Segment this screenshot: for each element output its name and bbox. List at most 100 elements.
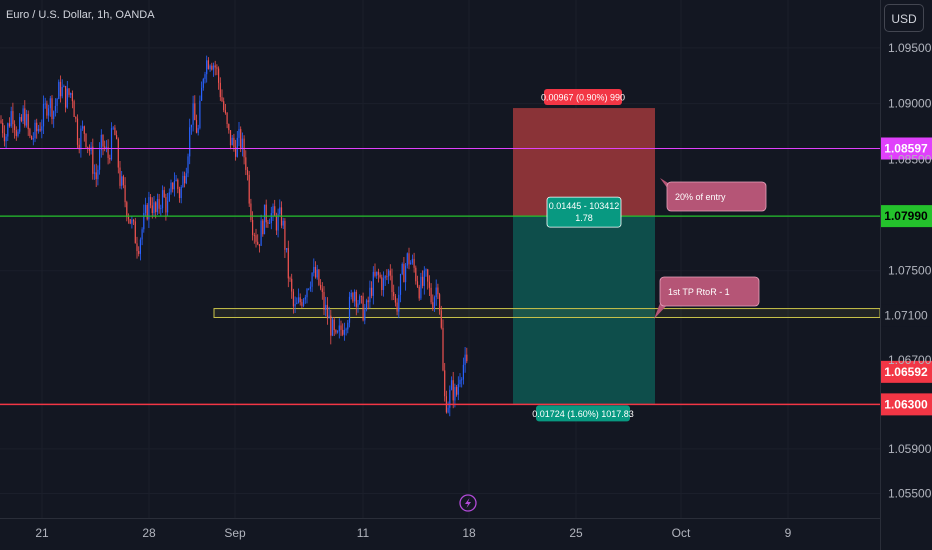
candle-body: [303, 299, 305, 306]
target-label-box: [536, 405, 630, 422]
candle-body: [369, 287, 371, 303]
candle-body: [25, 114, 28, 126]
candle-body: [2, 122, 4, 134]
candle-body: [158, 199, 160, 209]
candle-body: [245, 157, 247, 170]
candle-body: [442, 327, 444, 371]
entry-label-box: [546, 196, 622, 228]
candle-body: [306, 288, 308, 298]
candle-body: [304, 297, 306, 300]
candle-body: [231, 137, 233, 146]
candle-body: [20, 117, 22, 121]
candle-body: [258, 244, 260, 246]
candle-body: [456, 387, 458, 395]
candle-body: [301, 302, 303, 306]
candle-body: [381, 277, 383, 291]
candle-body: [97, 169, 99, 180]
candle-body: [377, 271, 379, 275]
candle-body: [430, 287, 432, 303]
entry-label-line1: 0.01445 - 103412: [549, 201, 620, 211]
candle-body: [425, 269, 427, 271]
candle-body: [313, 266, 315, 273]
candle-body: [408, 253, 410, 265]
candle-body: [12, 111, 14, 125]
candle-body: [439, 294, 441, 311]
candle-body: [214, 65, 216, 68]
y-tick-label: 1.05500: [888, 486, 932, 500]
candle-body: [371, 287, 373, 296]
candle-body: [340, 325, 342, 330]
candle-body: [325, 304, 327, 310]
candle-body: [221, 97, 223, 102]
candle-body: [263, 204, 266, 235]
candle-body: [461, 379, 463, 381]
price-tag-label: 1.07990: [884, 209, 928, 223]
candle-body: [31, 136, 33, 140]
candle-body: [314, 266, 317, 278]
candle-body: [134, 221, 136, 244]
candle-body: [389, 270, 391, 276]
price-tag-label: 1.06592: [884, 365, 928, 379]
candle-body: [165, 197, 167, 213]
candle-body: [454, 387, 456, 401]
target-label: 0.01724 (1.60%) 1017.83: [532, 409, 634, 419]
candle-body: [413, 258, 415, 268]
candle-body: [357, 303, 359, 307]
candle-body: [272, 206, 274, 214]
candle-body: [56, 98, 58, 106]
candle-body: [173, 181, 175, 190]
x-tick-label: 18: [462, 526, 476, 540]
candle-body: [8, 123, 11, 127]
candle-body: [233, 137, 235, 147]
candle-body: [65, 86, 67, 108]
candle-body: [49, 98, 51, 109]
candle-body: [197, 128, 199, 133]
candle-body: [92, 146, 94, 174]
x-tick-label: 28: [142, 526, 156, 540]
candle-body: [309, 286, 311, 289]
candle-body: [348, 296, 351, 323]
candle-body: [53, 111, 55, 120]
candle-body: [41, 126, 43, 131]
candle-body: [107, 147, 109, 158]
candle-body: [36, 122, 38, 132]
candle-body: [122, 176, 124, 186]
price-tag-label: 1.08597: [884, 141, 928, 155]
candle-body: [401, 264, 403, 275]
candle-body: [355, 291, 357, 307]
candle-body: [17, 131, 19, 136]
note-text: 1st TP RtoR - 1: [668, 287, 730, 297]
candle-body: [296, 302, 298, 304]
candle-body: [415, 267, 417, 282]
candle-body: [342, 329, 344, 335]
candle-body: [432, 302, 434, 309]
lightning-icon[interactable]: [459, 494, 477, 512]
candle-body: [265, 204, 267, 223]
candle-body: [117, 139, 119, 168]
candle-body: [352, 292, 354, 302]
y-tick-label: 1.07500: [888, 264, 932, 278]
candle-body: [133, 219, 135, 222]
position-labels-layer: 0.00967 (0.90%) 990 0.01445 - 103412 1.78 0…: [532, 89, 767, 422]
currency-button[interactable]: USD: [884, 4, 924, 32]
candle-body: [131, 219, 133, 224]
candle-body: [70, 93, 72, 95]
candle-body: [398, 294, 400, 312]
candle-body: [204, 74, 206, 79]
candle-body: [248, 174, 250, 204]
candle-body: [418, 286, 420, 299]
candles-layer: [0, 55, 468, 417]
candle-body: [160, 208, 162, 209]
candle-body: [155, 202, 157, 213]
candle-body: [236, 137, 238, 157]
candle-body: [54, 105, 56, 112]
candle-body: [182, 175, 184, 188]
candle-body: [61, 87, 63, 97]
candle-body: [109, 157, 111, 160]
candle-body: [252, 219, 254, 235]
chart-grid: [0, 0, 880, 518]
candle-body: [114, 127, 116, 136]
candle-body: [374, 271, 376, 276]
candle-body: [199, 100, 201, 129]
